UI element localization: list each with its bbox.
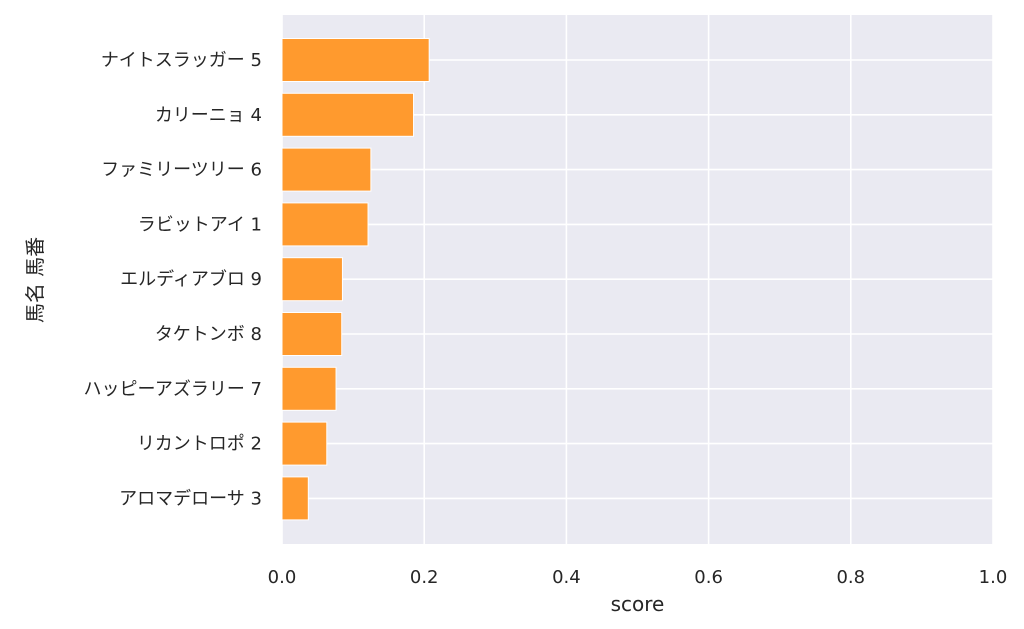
y-tick-label: ハッピーアズラリー 7 (84, 379, 262, 400)
x-tick-labels: 0.0 0.2 0.4 0.6 0.8 1.0 (268, 567, 1008, 588)
x-tick-label: 0.6 (694, 567, 723, 588)
bar (281, 92, 415, 137)
y-tick-label: ファミリーツリー 6 (101, 160, 262, 181)
bar (281, 476, 309, 521)
x-tick-label: 0.0 (268, 567, 297, 588)
bar (281, 147, 372, 192)
x-tick-label: 0.4 (552, 567, 581, 588)
bar (281, 312, 343, 356)
x-tick-label: 0.2 (410, 567, 439, 588)
bar (281, 421, 328, 466)
bar (281, 257, 343, 302)
bar (281, 366, 337, 411)
y-tick-label: ラビットアイ 1 (138, 214, 262, 235)
x-tick-label: 1.0 (979, 567, 1008, 588)
bar (281, 202, 369, 247)
bars (281, 38, 430, 521)
y-axis-label: 馬名 馬番 (23, 237, 47, 323)
x-axis-label: score (611, 592, 665, 616)
y-tick-label: リカントロポ 2 (137, 434, 262, 455)
y-tick-label: カリーニョ 4 (155, 105, 262, 126)
y-tick-label: タケトンボ 8 (155, 324, 262, 345)
y-tick-label: エルディアブロ 9 (120, 268, 262, 290)
y-tick-label: ナイトスラッガー 5 (101, 50, 262, 71)
y-tick-labels: ナイトスラッガー 5 カリーニョ 4 ファミリーツリー 6 ラビットアイ 1 エルディア… (84, 50, 262, 509)
x-tick-label: 0.8 (836, 567, 865, 588)
y-tick-label: アロマデローサ 3 (119, 488, 262, 509)
bar (281, 38, 430, 82)
